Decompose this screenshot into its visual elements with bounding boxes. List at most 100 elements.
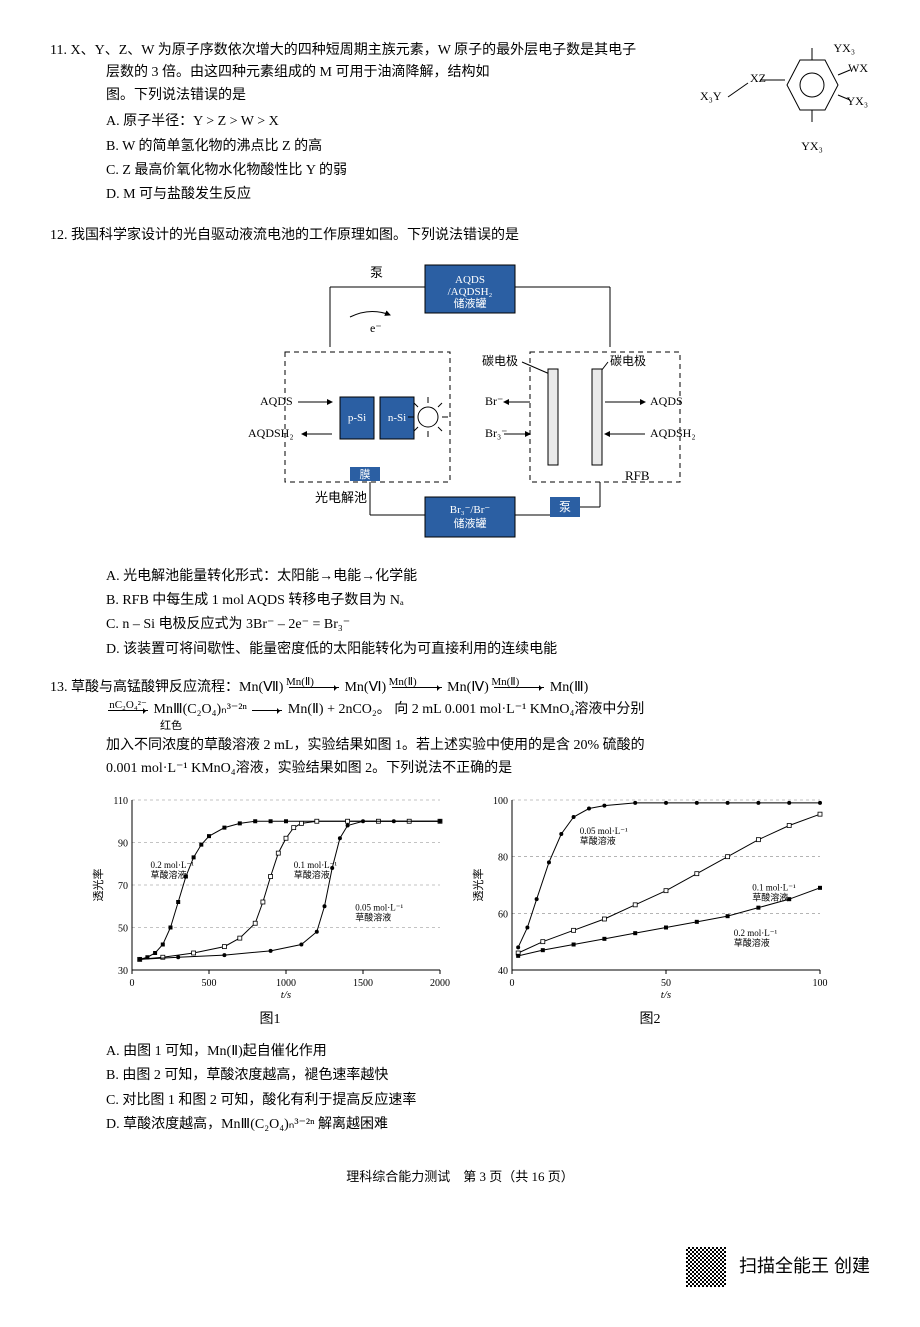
- q13-options: A. 由图 1 可知，Mn(Ⅱ)起自催化作用 B. 由图 2 可知，草酸浓度越高…: [50, 1041, 870, 1137]
- q11-fig-label-mid: XZ: [750, 71, 766, 85]
- svg-text:100: 100: [813, 978, 828, 989]
- svg-text:70: 70: [118, 881, 128, 892]
- svg-text:0.05 mol·L⁻¹: 0.05 mol·L⁻¹: [580, 826, 628, 836]
- svg-text:草酸溶液: 草酸溶液: [355, 912, 391, 923]
- q12-aqds-l: AQDS: [260, 394, 293, 408]
- svg-text:50: 50: [118, 924, 128, 935]
- q11-fig-label-trl: YX₃: [846, 94, 868, 108]
- q13-chart2-wrap: 406080100050100t/s透光率0.05 mol·L⁻¹草酸溶液0.1…: [470, 790, 830, 1031]
- question-13: 13. 草酸与高锰酸钾反应流程：Mn(Ⅶ) Mn(Ⅱ) Mn(Ⅵ) Mn(Ⅱ) …: [50, 677, 870, 1137]
- scan-text: 扫描全能王 创建: [739, 1256, 870, 1276]
- svg-text:80: 80: [498, 853, 508, 864]
- svg-text:0.05 mol·L⁻¹: 0.05 mol·L⁻¹: [355, 903, 403, 913]
- svg-text:草酸溶液: 草酸溶液: [734, 937, 770, 948]
- svg-text:60: 60: [498, 910, 508, 921]
- q13-line3: 加入不同浓度的草酸溶液 2 mL，实验结果如图 1。若上述实验中使用的是含 20…: [50, 735, 870, 757]
- q12-photocell: 光电解池: [315, 490, 367, 505]
- q12-stem: 12. 我国科学家设计的光自驱动液流电池的工作原理如图。下列说法错误的是: [50, 225, 870, 247]
- svg-text:100: 100: [493, 796, 508, 807]
- q13-stem: 13. 草酸与高锰酸钾反应流程：Mn(Ⅶ) Mn(Ⅱ) Mn(Ⅵ) Mn(Ⅱ) …: [50, 677, 870, 699]
- q13-stem-prefix: 草酸与高锰酸钾反应流程：Mn(Ⅶ): [71, 680, 283, 695]
- arrow-1: Mn(Ⅱ): [289, 687, 339, 688]
- page-footer: 理科综合能力测试 第 3 页（共 16 页）: [50, 1167, 870, 1188]
- q12-diagram: 泵 AQDS /AQDSH₂ 储液罐 e⁻ 碳电极 碳电极 p-Si: [50, 257, 870, 555]
- question-11: YX₃ X₃Y XZ WX YX₃ YX₃ 11. X、Y、Z、W 为原子序数依…: [50, 40, 870, 209]
- q12-rfb: RFB: [625, 468, 650, 483]
- svg-text:90: 90: [118, 839, 128, 850]
- q12-br: Br⁻: [485, 394, 503, 408]
- svg-text:40: 40: [498, 966, 508, 977]
- svg-text:0: 0: [130, 978, 135, 989]
- q11-option-d: D. M 可与盐酸发生反应: [106, 184, 870, 206]
- q12-pump-top: 泵: [370, 265, 383, 280]
- svg-text:500: 500: [202, 978, 217, 989]
- q12-options: A. 光电解池能量转化形式：太阳能→电能→化学能 B. RFB 中每生成 1 m…: [50, 566, 870, 662]
- arrow-5: [252, 710, 282, 711]
- question-12: 12. 我国科学家设计的光自驱动液流电池的工作原理如图。下列说法错误的是 泵 A…: [50, 225, 870, 661]
- q13-charts: 305070901100500100015002000t/s透光率0.2 mol…: [50, 790, 870, 1031]
- q13-chart1: 305070901100500100015002000t/s透光率0.2 mol…: [90, 790, 450, 1000]
- svg-text:50: 50: [661, 978, 671, 989]
- q13-mn4: Mn(Ⅳ): [447, 680, 489, 695]
- q13-chart1-wrap: 305070901100500100015002000t/s透光率0.2 mol…: [90, 790, 450, 1031]
- scan-watermark: 扫描全能王 创建: [50, 1247, 870, 1287]
- q11-fig-label-tl: YX₃: [833, 41, 855, 55]
- svg-text:0: 0: [510, 978, 515, 989]
- q12-carbon-l: 碳电极: [482, 354, 518, 368]
- q11-fig-label-br: YX₃: [801, 139, 823, 153]
- svg-text:草酸溶液: 草酸溶液: [580, 835, 616, 846]
- svg-text:0.2 mol·L⁻¹: 0.2 mol·L⁻¹: [734, 928, 778, 938]
- q12-brtank-l2: 储液罐: [454, 516, 487, 530]
- q11-stem-l1: X、Y、Z、W 为原子序数依次增大的四种短周期主族元素，W 原子的最外层电子数是…: [70, 43, 636, 58]
- q12-membrane: 膜: [360, 468, 371, 481]
- arrow-4: nC₂O₄²⁻: [108, 710, 148, 711]
- q11-num: 11.: [50, 43, 67, 58]
- q13-option-d: D. 草酸浓度越高，MnⅢ(C₂O₄)ₙ³⁻²ⁿ 解离越困难: [106, 1114, 870, 1136]
- q13-prod: Mn(Ⅱ) + 2nCO₂。: [288, 702, 391, 717]
- q12-tank-l3: 储液罐: [454, 296, 487, 310]
- q12-brtank-l1: Br₃⁻/Br⁻: [450, 504, 491, 516]
- svg-text:110: 110: [113, 796, 128, 807]
- q12-carbon-r: 碳电极: [610, 354, 646, 368]
- q13-complex: MnⅢ(C₂O₄)ₙ³⁻²ⁿ: [154, 702, 247, 717]
- q12-nsi: n-Si: [388, 412, 406, 424]
- q12-option-c: C. n – Si 电极反应式为 3Br⁻ – 2e⁻ = Br₃⁻: [106, 614, 870, 636]
- svg-text:透光率: 透光率: [471, 869, 485, 902]
- svg-text:30: 30: [118, 966, 128, 977]
- q12-br3: Br₃⁻: [485, 426, 508, 440]
- svg-text:1000: 1000: [276, 978, 296, 989]
- svg-text:透光率: 透光率: [91, 869, 105, 902]
- q13-chart2-caption: 图2: [470, 1009, 830, 1031]
- svg-text:0.1 mol·L⁻¹: 0.1 mol·L⁻¹: [752, 883, 796, 893]
- svg-text:草酸溶液: 草酸溶液: [150, 869, 186, 880]
- q13-option-a: A. 由图 1 可知，Mn(Ⅱ)起自催化作用: [106, 1041, 870, 1063]
- q11-fig-label-tru: WX: [848, 61, 868, 75]
- q12-electron: e⁻: [370, 321, 382, 335]
- svg-text:t/s: t/s: [281, 989, 291, 1000]
- q13-rest2: 向 2 mL 0.001 mol·L⁻¹ KMnO₄溶液中分别: [394, 702, 644, 717]
- arrow-2: Mn(Ⅱ): [392, 687, 442, 688]
- q12-pump-bottom: 泵: [559, 500, 571, 514]
- q13-chart2: 406080100050100t/s透光率0.05 mol·L⁻¹草酸溶液0.1…: [470, 790, 830, 1000]
- q12-num: 12.: [50, 228, 68, 243]
- q12-option-a: A. 光电解池能量转化形式：太阳能→电能→化学能: [106, 566, 870, 588]
- svg-text:2000: 2000: [430, 978, 450, 989]
- q11-structure-diagram: YX₃ X₃Y XZ WX YX₃ YX₃: [690, 40, 870, 168]
- q13-mn3: Mn(Ⅲ): [550, 680, 588, 695]
- q12-psi: p-Si: [348, 412, 366, 424]
- svg-text:0.2 mol·L⁻¹: 0.2 mol·L⁻¹: [150, 860, 194, 870]
- q12-option-b: B. RFB 中每生成 1 mol AQDS 转移电子数目为 Nₐ: [106, 590, 870, 612]
- svg-text:t/s: t/s: [661, 989, 671, 1000]
- q12-stem-text: 我国科学家设计的光自驱动液流电池的工作原理如图。下列说法错误的是: [71, 228, 519, 243]
- q13-option-b: B. 由图 2 可知，草酸浓度越高，褪色速率越快: [106, 1065, 870, 1087]
- q12-tank-l1: AQDS: [455, 274, 485, 286]
- svg-text:草酸溶液: 草酸溶液: [294, 869, 330, 880]
- q13-option-c: C. 对比图 1 和图 2 可知，酸化有利于提高反应速率: [106, 1090, 870, 1112]
- q12-aqdsh2-l: AQDSH₂: [248, 426, 294, 440]
- q11-fig-label-left: X₃Y: [700, 89, 722, 103]
- arrow-3: Mn(Ⅱ): [494, 687, 544, 688]
- qr-icon: [686, 1247, 726, 1287]
- q12-option-d: D. 该装置可将间歇性、能量密度低的太阳能转化为可直接利用的连续电能: [106, 639, 870, 661]
- q12-tank-l2: /AQDSH₂: [448, 286, 493, 298]
- q13-line4: 0.001 mol·L⁻¹ KMnO₄溶液，实验结果如图 2。下列说法不正确的是: [50, 758, 870, 780]
